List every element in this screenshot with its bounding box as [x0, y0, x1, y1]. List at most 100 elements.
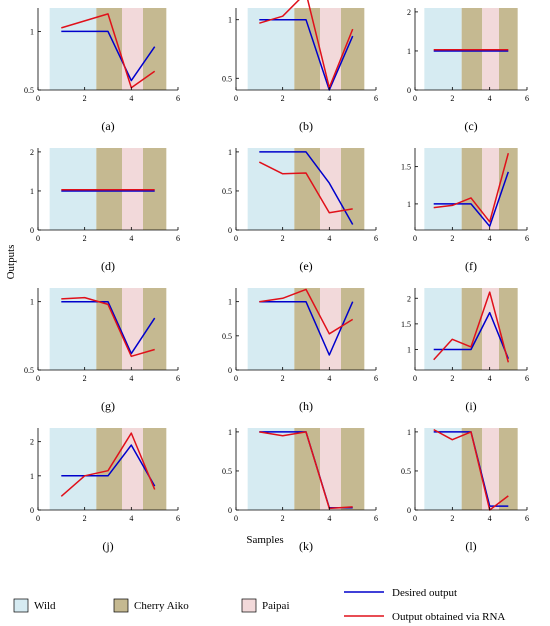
x-tick-label: 0 [36, 514, 40, 523]
region-wild [49, 288, 97, 370]
y-tick-label: 0.5 [222, 74, 232, 83]
x-tick-label: 0 [234, 374, 238, 383]
x-tick-label: 2 [281, 514, 285, 523]
region-wild [424, 148, 462, 230]
region-cherry-aiko [143, 428, 167, 510]
region-wild [247, 428, 295, 510]
subplot-l: 0 2 4 6 0 0.5 1 (l) [401, 428, 529, 553]
y-axis-label: Outputs [5, 245, 17, 280]
region-paipai [122, 428, 143, 510]
x-tick-label: 4 [129, 374, 133, 383]
region-cherry-aiko [96, 148, 122, 230]
legend: Wild Cherry Aiko Paipai Desired output O… [13, 587, 505, 623]
region-cherry-aiko [96, 288, 122, 370]
region-paipai [122, 288, 143, 370]
y-tick-label: 1 [30, 187, 34, 196]
y-tick-label: 2 [407, 8, 411, 17]
subplot-caption: (l) [465, 539, 476, 553]
x-tick-label: 2 [450, 514, 454, 523]
subplot-f: 0 2 4 6 1 1.5 (f) [401, 148, 529, 273]
series-line-desired [61, 444, 156, 487]
y-tick-label: 0.5 [222, 467, 232, 476]
series-line-rna [259, 431, 353, 510]
x-tick-label: 2 [83, 514, 87, 523]
x-axis-label: Samples [246, 534, 283, 546]
region-cherry-aiko [461, 8, 483, 90]
x-tick-label: 2 [83, 94, 87, 103]
y-tick-label: 0.5 [401, 467, 411, 476]
x-tick-label: 4 [129, 94, 133, 103]
y-tick-label: 1.5 [401, 320, 411, 329]
subplot-b: 0 2 4 6 0.5 1 (b) [222, 0, 378, 133]
region-cherry-aiko [341, 148, 365, 230]
legend-label-wild: Wild [34, 600, 56, 612]
subplot-e: 0 2 4 6 0 0.5 1 (e) [222, 148, 378, 273]
x-tick-label: 0 [413, 514, 417, 523]
region-cherry-aiko [461, 148, 483, 230]
region-paipai [482, 8, 499, 90]
x-tick-label: 2 [450, 374, 454, 383]
y-tick-label: 0 [407, 86, 411, 95]
subplot-caption: (i) [465, 399, 476, 413]
region-wild [424, 8, 462, 90]
x-tick-label: 6 [374, 374, 378, 383]
region-cherry-aiko [143, 8, 167, 90]
y-tick-label: 1 [407, 200, 411, 209]
y-tick-label: 0 [407, 506, 411, 515]
series-line-desired [433, 311, 509, 359]
x-tick-label: 6 [374, 234, 378, 243]
series-line-desired [61, 300, 156, 355]
x-tick-label: 4 [327, 234, 331, 243]
subplot-k: 0 2 4 6 0 0.5 1 (k) [222, 428, 378, 553]
y-tick-label: 1 [407, 346, 411, 355]
x-tick-label: 2 [281, 234, 285, 243]
region-wild [424, 288, 462, 370]
x-tick-label: 4 [129, 514, 133, 523]
legend-label-rna-output: Output obtained via RNA [392, 611, 505, 623]
subplot-caption: (g) [101, 399, 115, 413]
y-tick-label: 0.5 [222, 332, 232, 341]
series-line-rna [259, 288, 354, 335]
series-line-rna [433, 428, 509, 511]
region-paipai [482, 428, 499, 510]
x-tick-label: 6 [176, 514, 180, 523]
x-tick-label: 6 [176, 234, 180, 243]
y-tick-label: 0 [30, 226, 34, 235]
region-cherry-aiko [341, 428, 365, 510]
x-tick-label: 4 [488, 514, 492, 523]
series-line-rna [258, 161, 353, 214]
subplot-caption: (k) [299, 539, 313, 553]
region-wild [49, 8, 97, 90]
y-tick-label: 2 [407, 294, 411, 303]
series-line-desired [259, 151, 354, 225]
x-tick-label: 2 [450, 234, 454, 243]
region-paipai [122, 148, 143, 230]
series-line-rna [259, 0, 354, 89]
x-tick-label: 4 [129, 234, 133, 243]
x-tick-label: 4 [488, 374, 492, 383]
subplot-caption: (e) [299, 259, 312, 273]
subplot-d: 0 2 4 6 0 1 2 (d) [30, 148, 180, 273]
series-line-rna [61, 13, 156, 89]
x-tick-label: 0 [36, 234, 40, 243]
series-line-rna [433, 153, 510, 223]
y-tick-label: 0 [30, 506, 34, 515]
subplot-i: 0 2 4 6 1 1.5 2 (i) [401, 288, 529, 413]
series-line-desired [433, 171, 510, 228]
region-wild [247, 8, 295, 90]
y-tick-label: 1 [228, 16, 232, 25]
subplot-caption: (j) [102, 539, 113, 553]
subplot-caption: (f) [465, 259, 477, 273]
region-cherry-aiko [499, 8, 518, 90]
y-tick-label: 0.5 [24, 86, 34, 95]
series-line-desired [61, 30, 156, 82]
region-cherry-aiko [499, 428, 518, 510]
region-paipai [320, 8, 341, 90]
x-tick-label: 4 [327, 514, 331, 523]
region-wild [49, 428, 97, 510]
x-tick-label: 6 [374, 94, 378, 103]
y-tick-label: 1 [30, 472, 34, 481]
legend-swatch-cherry-aiko [113, 598, 129, 613]
x-tick-label: 2 [281, 94, 285, 103]
